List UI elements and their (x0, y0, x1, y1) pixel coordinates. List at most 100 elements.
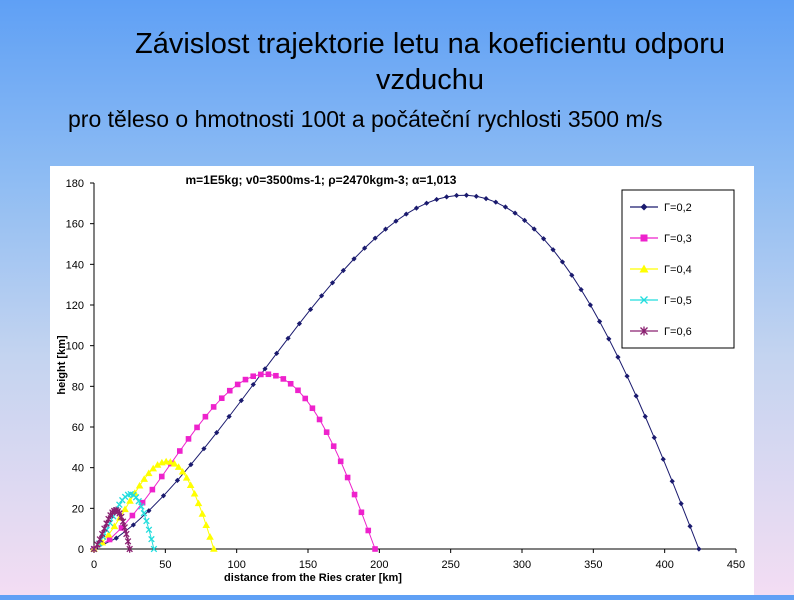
data-point (126, 545, 133, 553)
data-point (146, 508, 152, 514)
data-point (287, 380, 294, 387)
data-point (337, 458, 344, 465)
data-point (130, 522, 136, 528)
data-point (316, 416, 323, 423)
data-point (344, 474, 351, 481)
data-point (177, 448, 183, 454)
data-point (453, 192, 460, 199)
data-point (578, 286, 584, 293)
data-point (194, 499, 203, 507)
data-point (121, 523, 128, 532)
data-point (413, 205, 420, 211)
data-point (149, 464, 157, 472)
data-point (597, 318, 603, 325)
legend-item: Γ=0,3 (630, 233, 692, 245)
legend-item: Γ=0,4 (630, 264, 692, 276)
legend-item: Γ=0,5 (630, 295, 692, 307)
x-tick-label: 0 (91, 559, 97, 571)
data-point (633, 393, 639, 399)
data-point (351, 256, 357, 262)
data-point (242, 376, 249, 383)
x-tick-label: 300 (513, 559, 531, 571)
data-point (309, 405, 316, 412)
legend-marker (640, 203, 648, 211)
legend-label: Γ=0,5 (664, 295, 692, 307)
y-tick-label: 100 (66, 341, 84, 353)
data-point (145, 526, 153, 533)
y-tick-label: 140 (66, 259, 84, 271)
data-point (104, 530, 113, 538)
data-point (502, 204, 509, 210)
data-point (158, 473, 165, 480)
data-point (90, 545, 98, 553)
data-point (250, 373, 257, 380)
data-point (188, 462, 194, 468)
data-point (144, 469, 153, 477)
data-point (121, 505, 129, 513)
data-point (403, 211, 409, 217)
data-point (226, 413, 232, 420)
data-point (318, 293, 325, 299)
data-point (302, 395, 309, 402)
data-point (280, 376, 287, 382)
data-point (119, 517, 127, 526)
data-point (483, 196, 489, 202)
data-point (660, 456, 666, 462)
data-point (143, 517, 150, 525)
data-point (323, 429, 330, 435)
data-point (135, 497, 142, 505)
data-point (126, 497, 134, 504)
data-point (186, 481, 195, 488)
data-point (372, 546, 378, 552)
data-point (330, 443, 337, 449)
series-2 (91, 371, 378, 552)
legend-marker (640, 326, 648, 336)
x-tick-label: 200 (370, 559, 388, 571)
series-5 (90, 506, 133, 553)
data-point (250, 381, 256, 388)
data-point (365, 527, 372, 534)
data-point (118, 525, 125, 531)
x-tick-label: 150 (299, 559, 317, 571)
data-point (434, 196, 440, 203)
data-point (124, 537, 132, 546)
data-point (444, 194, 450, 200)
data-point (362, 245, 368, 251)
x-tick-label: 450 (727, 559, 745, 571)
data-point (423, 200, 430, 206)
y-tick-label: 40 (72, 463, 84, 475)
data-point (615, 354, 621, 360)
x-tick-label: 250 (441, 559, 459, 571)
y-axis-label: height [km] (56, 335, 68, 395)
data-point (148, 535, 155, 543)
data-point (202, 413, 209, 420)
data-point (135, 481, 144, 489)
data-point (687, 523, 693, 529)
legend-marker (640, 234, 648, 242)
data-point (210, 404, 217, 410)
data-point (185, 436, 192, 442)
data-point (110, 522, 119, 530)
y-tick-label: 60 (72, 422, 84, 434)
data-point (178, 467, 187, 475)
data-point (512, 210, 518, 216)
data-point (463, 192, 470, 198)
data-point (493, 199, 499, 205)
data-point (265, 371, 272, 378)
y-tick-label: 180 (66, 178, 84, 190)
data-point (139, 499, 146, 506)
data-point (372, 235, 378, 241)
data-point (214, 430, 220, 436)
data-point (393, 218, 399, 224)
data-point (522, 217, 528, 224)
data-point (258, 371, 264, 378)
x-axis-label: distance from the Ries crater [km] (224, 572, 402, 584)
data-point (606, 336, 612, 342)
data-point (190, 489, 199, 497)
x-tick-label: 100 (227, 559, 245, 571)
data-point (669, 478, 675, 484)
data-point (587, 302, 593, 308)
series-line (93, 194, 700, 550)
legend-marker (640, 296, 648, 304)
data-point (531, 226, 537, 232)
